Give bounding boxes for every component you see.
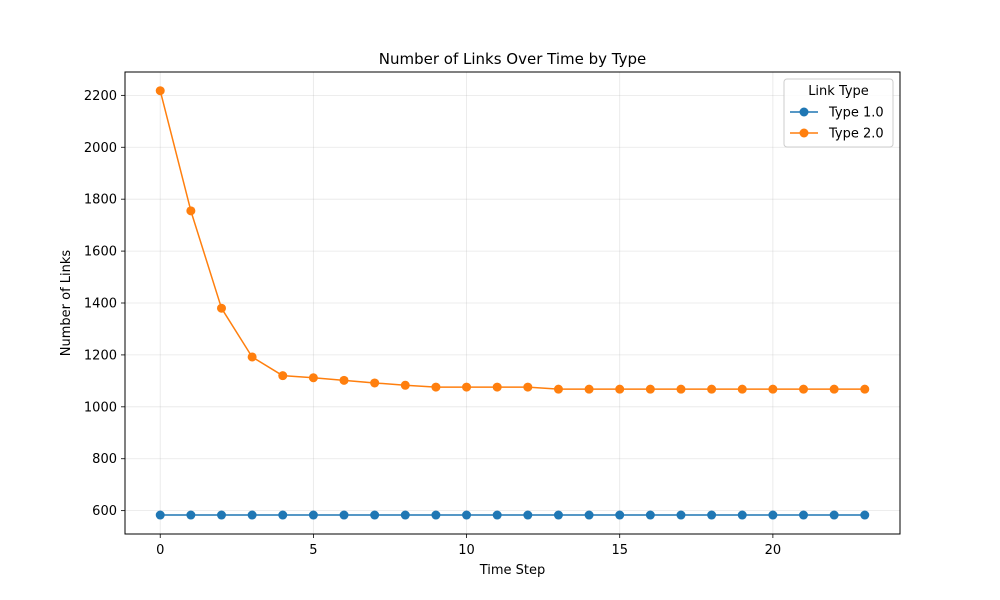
y-tick-label: 1800 [84, 193, 117, 208]
x-tick-label: 5 [309, 543, 317, 558]
data-point [553, 510, 563, 520]
legend-entries: Type 1.0 Type 2.0 [790, 106, 884, 142]
data-point [676, 384, 686, 394]
data-point [247, 352, 257, 362]
y-tick-label: 600 [92, 504, 117, 519]
legend-label: Type 2.0 [828, 127, 884, 142]
data-point [799, 510, 809, 520]
data-point [492, 510, 502, 520]
data-point [645, 510, 655, 520]
data-point [523, 510, 533, 520]
x-tick-label: 0 [156, 543, 164, 558]
data-point [829, 510, 839, 520]
data-point [615, 510, 625, 520]
legend-marker [799, 128, 809, 138]
data-point [615, 384, 625, 394]
legend-marker [799, 107, 809, 117]
data-point [645, 384, 655, 394]
data-point [339, 375, 349, 385]
data-point [584, 510, 594, 520]
data-point [400, 510, 410, 520]
data-point [553, 384, 563, 394]
data-point [155, 510, 165, 520]
data-point [339, 510, 349, 520]
data-point [676, 510, 686, 520]
data-point [707, 510, 717, 520]
data-point [462, 382, 472, 392]
x-tick-label: 15 [611, 543, 628, 558]
data-point [523, 382, 533, 392]
data-point [216, 510, 226, 520]
data-point [860, 510, 870, 520]
legend-box [783, 78, 894, 148]
legend-label: Type 1.0 [828, 106, 884, 121]
data-point [308, 510, 318, 520]
data-point [584, 384, 594, 394]
data-point [768, 510, 778, 520]
x-axis-ticks: 0 5 10 15 20 [156, 534, 781, 558]
data-point [400, 380, 410, 390]
series-line [159, 90, 865, 390]
data-point [155, 86, 165, 96]
data-point [278, 371, 288, 381]
y-tick-label: 2200 [84, 89, 117, 104]
data-point [186, 510, 196, 520]
data-point [829, 384, 839, 394]
y-axis-ticks: 600 800 1000 1200 1400 1600 1800 2000 2200 [84, 89, 125, 519]
y-axis-label: Number of Links [59, 250, 74, 357]
data-point [431, 382, 441, 392]
legend: Link Type Type 1.0 Type 2.0 [783, 78, 894, 148]
data-point [370, 510, 380, 520]
y-tick-label: 800 [92, 452, 117, 467]
legend-title: Link Type [808, 84, 869, 99]
x-tick-label: 20 [765, 543, 782, 558]
data-point [799, 384, 809, 394]
y-tick-label: 1000 [84, 400, 117, 415]
data-point [247, 510, 257, 520]
series-group [155, 86, 870, 520]
y-tick-label: 1600 [84, 245, 117, 260]
data-point [737, 510, 747, 520]
y-tick-label: 1200 [84, 348, 117, 363]
y-tick-label: 1400 [84, 297, 117, 312]
data-point [431, 510, 441, 520]
data-point [462, 510, 472, 520]
data-point [860, 384, 870, 394]
data-point [707, 384, 717, 394]
data-point [186, 206, 196, 216]
data-point [278, 510, 288, 520]
data-point [308, 373, 318, 383]
data-point [768, 384, 778, 394]
data-point [737, 384, 747, 394]
data-point [370, 378, 380, 388]
data-point [492, 382, 502, 392]
chart-title: Number of Links Over Time by Type [379, 50, 647, 68]
x-axis-label: Time Step [479, 563, 546, 578]
y-tick-label: 2000 [84, 141, 117, 156]
x-tick-label: 10 [458, 543, 475, 558]
data-point [216, 303, 226, 313]
